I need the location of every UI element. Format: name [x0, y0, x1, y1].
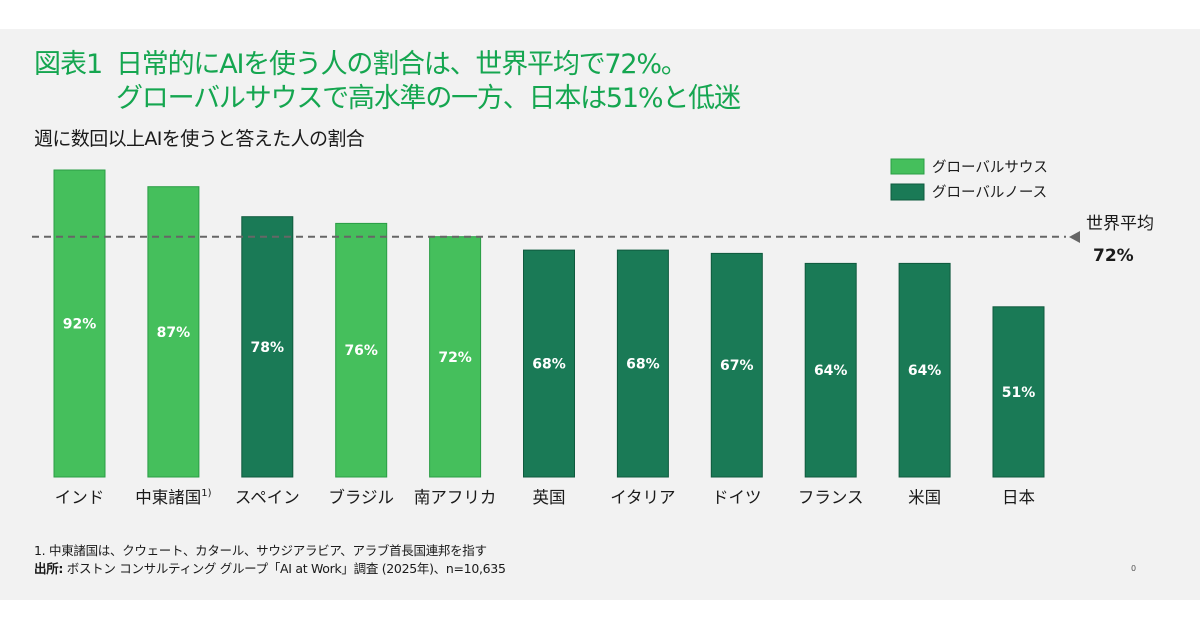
legend-label-global-south: グローバルサウス	[932, 159, 1048, 176]
source-label: 出所:	[34, 561, 64, 576]
category-label: イタリア	[610, 488, 675, 507]
average-value: 72%	[1093, 246, 1134, 266]
average-label: 世界平均	[1086, 214, 1154, 234]
bar-value-label: 64%	[814, 363, 848, 379]
figure-label: 図表1	[34, 49, 103, 80]
bar-2	[241, 216, 294, 478]
bar-4	[429, 236, 482, 478]
bar-7	[710, 252, 763, 478]
page-number: 0	[1131, 564, 1137, 573]
category-label: スペイン	[235, 488, 300, 507]
bar-value-label: 64%	[908, 363, 942, 379]
source-text: ボストン コンサルティング グループ「AI at Work」調査 (2025年)…	[63, 561, 506, 576]
bar-0	[53, 169, 106, 478]
bar-value-label: 76%	[344, 343, 378, 359]
bar-5	[523, 249, 575, 478]
category-label: 日本	[1002, 488, 1035, 507]
legend-swatch-global-south	[890, 158, 925, 175]
bar-1	[147, 186, 200, 478]
category-label: インド	[55, 488, 105, 507]
bar-value-label: 92%	[63, 317, 97, 333]
legend-swatch-global-north	[890, 183, 925, 201]
category-label: 中東諸国1)	[135, 488, 211, 507]
bar-10	[992, 306, 1045, 478]
bar-8	[804, 262, 857, 478]
bar-3	[335, 222, 388, 478]
title-line-1: 日常的にAIを使う人の割合は、世界平均で72%。	[116, 49, 688, 80]
category-label: 米国	[908, 488, 941, 507]
title-line-2: グローバルサウスで高水準の一方、日本は51%と低迷	[116, 83, 741, 114]
category-label: ブラジル	[328, 487, 394, 507]
source-note: 出所: ボストン コンサルティング グループ「AI at Work」調査 (20…	[34, 558, 506, 577]
chart-subtitle: 週に数回以上AIを使うと答えた人の割合	[34, 128, 365, 150]
bar-value-label: 68%	[532, 357, 566, 373]
legend: グローバルサウス グローバルノース	[890, 158, 1048, 201]
bars-layer: 92% インド 87% 中東諸国1) 78% スペイン 76% ブラジル 72% 南アフリカ 68%…	[53, 169, 1045, 507]
bar-value-label: 72%	[438, 350, 472, 366]
footnote-1: 1. 中東諸国は、クウェート、カタール、サウジアラビア、アラブ首長国連邦を指す	[34, 543, 487, 558]
average-marker-icon	[1069, 231, 1080, 243]
footnote-marker: 1)	[201, 488, 211, 499]
legend-label-global-north: グローバルノース	[932, 184, 1047, 201]
bar-value-label: 68%	[626, 357, 660, 373]
bar-6	[616, 249, 669, 478]
bar-9	[898, 262, 951, 478]
bar-value-label: 67%	[720, 358, 754, 374]
category-label: 英国	[533, 488, 566, 507]
bar-value-label: 78%	[251, 340, 285, 356]
average-annotation: 世界平均 72%	[1069, 214, 1154, 266]
category-label: ドイツ	[712, 488, 762, 507]
category-label: フランス	[798, 488, 864, 507]
bar-value-label: 87%	[157, 325, 191, 341]
bar-value-label: 51%	[1002, 385, 1036, 401]
category-label: 南アフリカ	[414, 488, 497, 507]
